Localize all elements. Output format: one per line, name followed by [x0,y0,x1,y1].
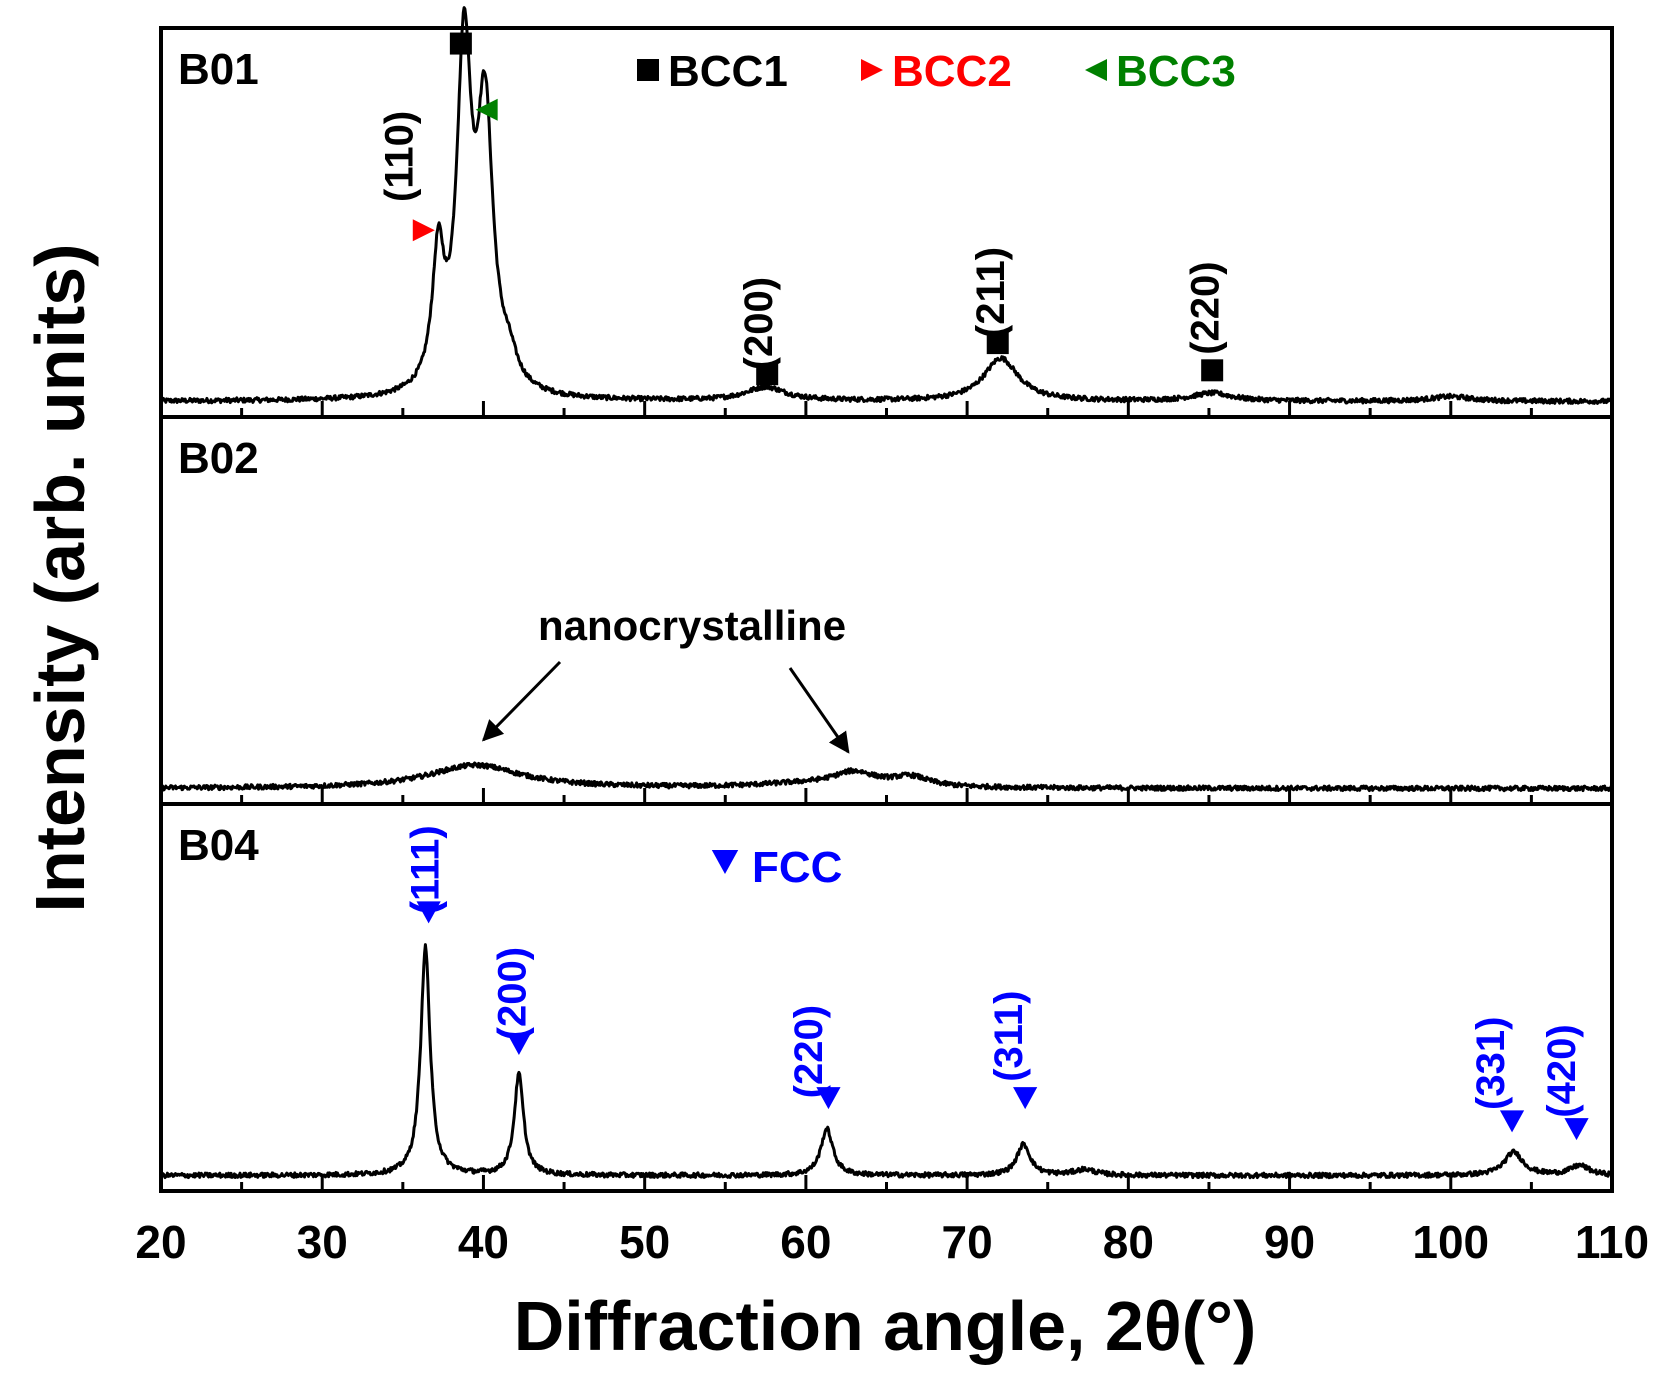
x-axis: 20 30 40 50 60 70 80 90 100 110 [135,1216,1649,1268]
peak-marker-triangle-down [416,901,441,924]
annotation-nanocrystalline: nanocrystalline [538,602,846,649]
panel-label: B04 [178,821,259,870]
legend-symbol-bcc1 [637,59,659,81]
miller-index-label: (111) [403,825,447,914]
x-tick-label: 80 [1103,1216,1154,1268]
x-tick-label: 40 [458,1216,509,1268]
x-tick-label: 60 [780,1216,831,1268]
peak-marker-square [756,363,779,386]
panel-b02: B02 nanocrystalline [159,415,1614,806]
annotation-arrow-right [788,667,850,754]
peak-marker-triangle-right [412,219,435,242]
miller-index-label: (331) [1469,1017,1513,1110]
miller-index-label: (220) [787,1005,831,1098]
peak-marker-square [1201,359,1224,382]
panels: B01 (110) (200) (211) (220) BCC1 BCC2 BCC3 B02 na… [159,6,1614,1193]
peak-marker-triangle-down [1564,1118,1589,1141]
legend-label-bcc3: BCC3 [1116,47,1236,96]
annotation-arrow-left [481,660,562,742]
x-axis-title: Diffraction angle, 2θ(°) [514,1287,1257,1365]
miller-index-label: (110) [378,111,422,202]
x-tick-label: 20 [135,1216,186,1268]
panel-label: B01 [178,45,259,94]
peak-marker-triangle-down [1013,1087,1038,1110]
legend-symbol-bcc2 [861,59,883,81]
miller-index-label: (200) [737,277,781,370]
miller-index-label: (420) [1540,1024,1584,1117]
x-tick-label: 100 [1412,1216,1489,1268]
peak-marker-triangle-down [816,1087,841,1110]
peak-marker-square [449,32,472,55]
legend-label-bcc2: BCC2 [892,47,1012,96]
legend-symbol-fcc [711,850,739,874]
miller-index-label: (220) [1184,261,1228,354]
x-tick-label: 50 [619,1216,670,1268]
x-tick-label: 90 [1264,1216,1315,1268]
x-tick-label: 110 [1575,1216,1649,1268]
miller-index-label: (311) [987,991,1031,1082]
panel-label: B02 [178,434,259,483]
spectrum-line-b04 [159,943,1614,1180]
x-tick-label: 70 [942,1216,993,1268]
x-tick-label: 30 [297,1216,348,1268]
spectrum-line-b02 [159,761,1614,793]
legend-symbol-bcc3 [1085,59,1107,81]
y-axis-title: Intensity (arb. units) [21,244,99,913]
peak-marker-triangle-left [475,98,498,121]
miller-index-label: (211) [969,247,1013,338]
panel-b04: B04 (111) (200) (220) (311) (331) (420) FCC [159,802,1614,1193]
legend-label-fcc: FCC [752,843,842,892]
peak-marker-triangle-down [1499,1110,1525,1133]
peak-marker-triangle-down [506,1032,532,1055]
peak-marker-square [986,332,1009,355]
miller-index-label: (200) [490,947,534,1040]
legend-label-bcc1: BCC1 [668,47,788,96]
spectrum-line-b01 [159,6,1613,405]
